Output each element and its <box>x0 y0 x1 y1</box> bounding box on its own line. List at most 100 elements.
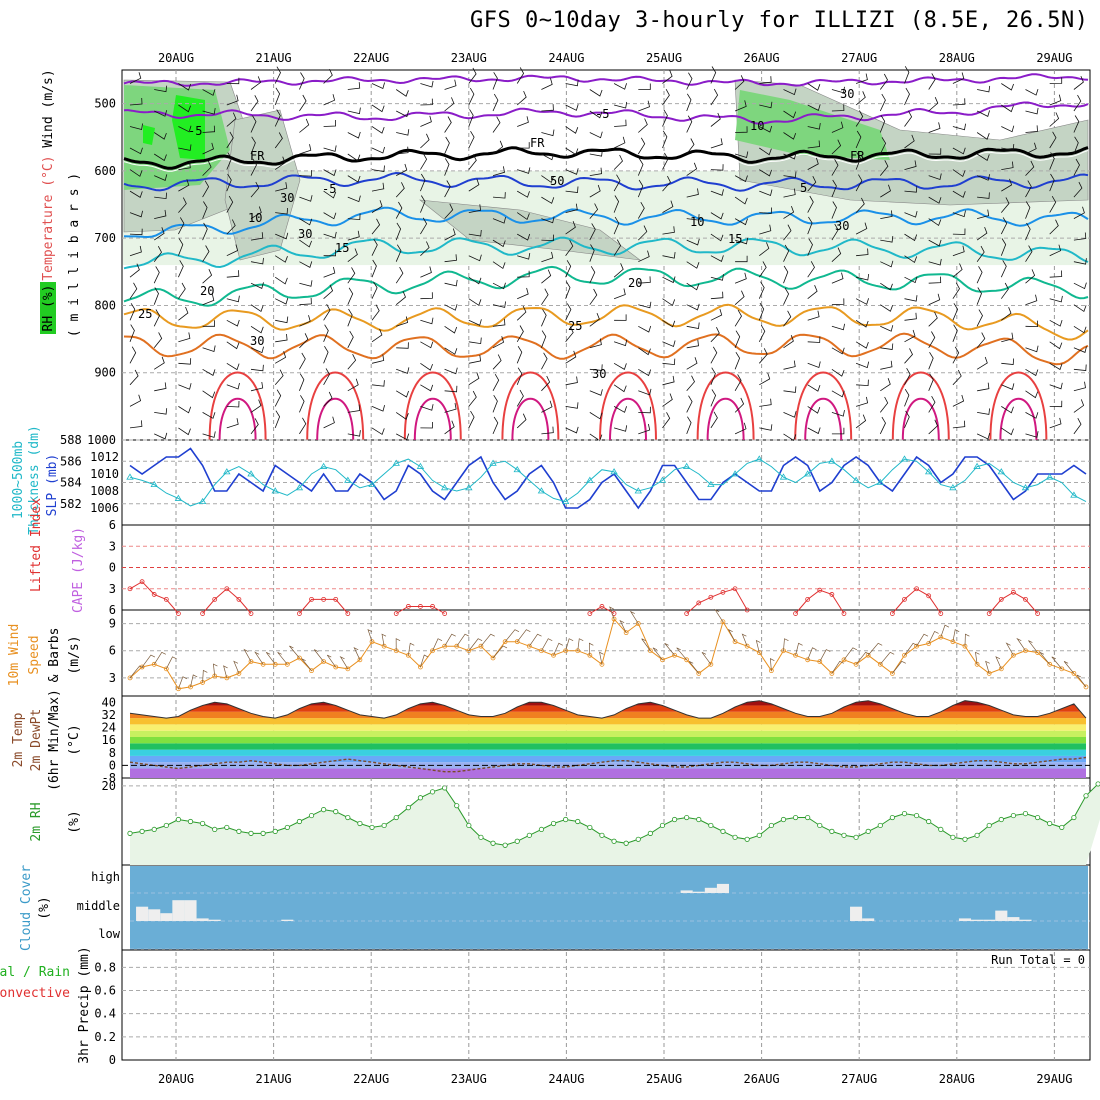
wind-barb <box>347 195 361 203</box>
wind-barb <box>880 325 894 332</box>
wind-barb <box>1025 125 1038 133</box>
wind-barb <box>686 115 693 133</box>
rh-point <box>623 840 629 846</box>
wind-barb <box>662 358 676 366</box>
wind-barb <box>468 87 475 106</box>
wind-barb <box>710 212 724 220</box>
wind-barb <box>759 372 771 386</box>
temperature-contour <box>123 101 1089 125</box>
lifted-index-point <box>1035 611 1040 616</box>
wind-barb <box>662 175 671 192</box>
wind-barb-10m <box>165 656 177 670</box>
wind-barb <box>541 375 551 392</box>
wind-barb <box>444 158 450 176</box>
wind-barb <box>710 233 724 242</box>
wind-barb <box>541 352 548 370</box>
cloud-background <box>130 866 1088 949</box>
wind-barb <box>734 175 748 183</box>
wind-barb <box>1000 260 1007 278</box>
cloud-layer-label: middle <box>77 899 120 913</box>
wind-barb <box>395 390 409 398</box>
wind-barb <box>275 333 288 343</box>
wind-barb <box>468 276 482 285</box>
rh-point <box>829 828 835 834</box>
wind-barb <box>879 115 886 133</box>
wind-barb <box>396 367 410 374</box>
wind-speed-point <box>430 648 435 654</box>
contour-label: 30 <box>835 219 849 233</box>
wind-barb <box>783 287 790 305</box>
wind-barb <box>758 348 768 364</box>
wind-barb-10m <box>867 642 883 656</box>
wind-barb <box>710 308 723 321</box>
thickness-point <box>731 470 739 477</box>
wind-barb <box>831 410 845 417</box>
wind-barb-10m <box>1063 661 1075 674</box>
wind-barb <box>1000 197 1010 213</box>
lifted-index-point <box>914 586 919 592</box>
thickness-point <box>852 476 860 483</box>
wind-tick-label: 6 <box>109 644 116 658</box>
wind-barb <box>759 125 773 133</box>
contour-label: 25 <box>568 319 582 333</box>
rh-label-swatch <box>40 282 56 334</box>
wind-barb <box>226 94 239 106</box>
wind-barb <box>613 406 627 413</box>
wind-barb-10m <box>599 651 604 665</box>
wind-barb <box>420 80 434 88</box>
wind-barb <box>371 354 385 364</box>
wind-barb <box>420 98 433 106</box>
rh-point <box>308 812 315 819</box>
lifted-index-point <box>248 611 254 616</box>
wind-barb <box>613 384 627 393</box>
wind-barb <box>710 112 721 127</box>
wind-barb-10m <box>1051 656 1063 670</box>
rh-point <box>756 832 762 838</box>
wind-barb <box>323 368 330 385</box>
thickness-point <box>247 470 255 477</box>
wind-barb <box>347 287 354 305</box>
wind-barb <box>1049 152 1055 170</box>
wind-barb <box>952 324 958 342</box>
wind-barb <box>1000 282 1009 299</box>
temp2m-label: 2m Temp <box>11 712 26 767</box>
wind-barb <box>541 309 547 327</box>
wind-barb <box>565 376 578 386</box>
wind-barb <box>807 83 821 91</box>
wind-barb <box>783 310 792 327</box>
lifted-index-point <box>829 592 835 597</box>
wind-barb <box>686 375 695 392</box>
rh-point <box>127 830 133 836</box>
wind-barb <box>347 107 361 115</box>
wind-barb-10m <box>985 660 990 674</box>
wind-barb <box>226 400 240 408</box>
wind-barb <box>250 76 262 90</box>
wind-barb-10m <box>701 652 712 665</box>
thickness-point <box>755 455 763 462</box>
wind-barb <box>129 245 142 257</box>
wind-barb <box>904 160 917 170</box>
cloud-bar-middle <box>862 918 875 921</box>
wind-barb <box>420 317 434 325</box>
wind-barb <box>226 244 239 257</box>
thickness-point <box>779 473 788 480</box>
wind-barb <box>371 126 385 134</box>
wind-barb-10m <box>916 633 929 647</box>
thickness-point <box>561 497 570 505</box>
wind-barb-10m <box>795 642 803 656</box>
wind-barb <box>759 189 773 197</box>
wind-barb <box>613 136 626 149</box>
wind-barb <box>855 110 864 127</box>
wind-barb <box>1001 358 1014 365</box>
wind-barb <box>516 389 524 407</box>
wind-barb <box>613 216 620 235</box>
wind-barb <box>831 390 845 398</box>
date-label-top: 22AUG <box>353 51 389 65</box>
rh-point <box>333 809 339 815</box>
lifted-tick-label: 6 <box>109 603 116 617</box>
wind-barb-10m <box>727 628 736 642</box>
wind-barb <box>275 351 287 364</box>
wind-speed-point <box>744 643 750 649</box>
lifted-index-point <box>176 611 181 616</box>
wind-speed-point <box>805 657 811 663</box>
